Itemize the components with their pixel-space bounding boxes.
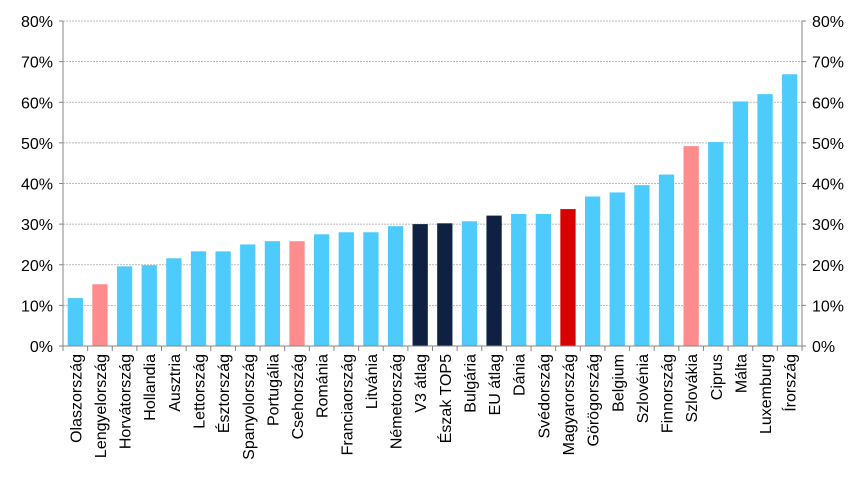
y-tick-label-left: 80% [21,14,53,31]
x-tick-label: Spanyolország [241,354,258,460]
x-tick-label: Lettország [191,354,208,429]
y-tick-label-left: 40% [21,177,53,194]
y-tick-label-left: 70% [21,55,53,72]
bar-ausztria [166,258,182,346]
y-tick-label-left: 30% [21,217,53,234]
bar-v3-átlag [412,224,428,346]
x-tick-label: Románia [315,354,332,418]
y-tick-label-left: 20% [21,258,53,275]
bar-luxemburg [757,94,773,346]
bar-ciprus [708,142,724,346]
bar-románia [314,234,330,346]
x-tick-label: V3 átlag [413,354,430,413]
bar-spanyolország [240,244,256,346]
x-axis-category-labels: Olaszország Lengyelország Horvátország Holl… [68,354,799,460]
bar-görögország [584,196,601,346]
y-tick-label-right: 80% [812,14,844,31]
bar-észtország [215,251,231,346]
x-tick-label: Ciprus [709,354,726,400]
y-tick-label-right: 10% [812,298,844,315]
bar-csehország [289,241,305,346]
bar-hollandia [141,265,157,346]
bar-finnország [658,174,675,346]
bar-olaszország [67,298,83,346]
x-tick-label: Finnország [660,354,677,433]
y-tick-label-right: 60% [812,95,844,112]
y-tick-label-right: 30% [812,217,844,234]
x-tick-label: Írország [781,354,800,412]
y-tick-label-right: 40% [812,177,844,194]
x-tick-label: Horvátország [118,354,135,449]
axes [59,20,806,351]
y-tick-label-right: 20% [812,258,844,275]
x-tick-label: Franciaország [339,354,356,455]
x-tick-label: Németország [389,354,406,449]
x-tick-label: Lengyelország [93,354,110,458]
bar-magyarország [560,209,576,346]
bar-eu-átlag [486,215,502,346]
y-tick-label-left: 60% [21,95,53,112]
x-tick-label: Portugália [265,354,282,426]
y-tick-label-right: 50% [812,136,844,153]
bar-portugália [264,241,281,346]
bar-írország [782,74,798,346]
bar-bulgária [461,221,478,346]
bar-észak-top5 [437,223,453,346]
x-tick-label: Ausztria [167,354,184,412]
x-tick-label: Hollandia [142,354,159,421]
x-tick-label: Észtország [214,354,233,433]
y-tick-label-left: 10% [21,298,53,315]
y-tick-label-right: 0% [812,339,835,356]
y-tick-label-left: 0% [30,339,53,356]
bar-lettország [190,251,207,346]
bar-franciaország [338,232,354,346]
x-tick-label: Szlovénia [635,354,652,423]
x-tick-label: Litvánia [364,354,381,409]
y-tick-label-left: 50% [21,136,53,153]
bar-szlovákia [683,146,699,346]
bar-szlovénia [634,185,650,346]
y-tick-label-right: 70% [812,55,844,72]
x-tick-label: Olaszország [68,354,85,443]
x-tick-label: Belgium [610,354,627,412]
x-tick-label: Szlovákia [684,354,701,423]
bar-lengyelország [92,284,108,346]
x-tick-label: Svédország [536,354,553,439]
bar-svédország [535,213,551,346]
x-tick-label: Dánia [512,354,529,396]
x-tick-label: Magyarország [561,354,578,455]
bars [67,74,798,346]
x-tick-label: Észak TOP5 [436,354,455,443]
y-axis-left-ticks: 0% 10% 20% 30% 40% 50% 60% 70% 80% [21,14,53,356]
x-tick-label: Luxemburg [758,354,775,434]
y-axis-right-ticks: 0% 10% 20% 30% 40% 50% 60% 70% 80% [812,14,844,356]
x-tick-label: Málta [733,354,750,393]
x-tick-label: Görögország [586,354,603,447]
bar-belgium [609,192,625,346]
x-tick-label: Csehország [290,354,307,439]
x-tick-label: EU átlag [487,354,504,415]
x-tick-label: Bulgária [462,354,479,413]
bar-dánia [511,213,527,346]
bar-litvánia [363,232,379,346]
bar-németország [387,226,404,346]
gridlines [63,20,802,306]
bar-horvátország [116,266,133,346]
bar-málta [732,101,749,346]
